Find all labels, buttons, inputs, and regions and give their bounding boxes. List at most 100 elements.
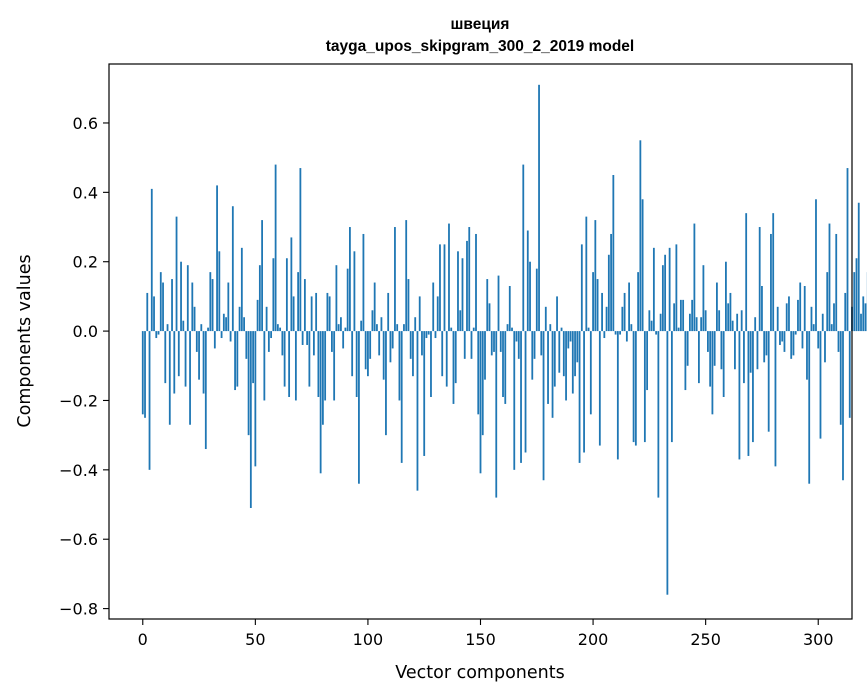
bar-97	[360, 320, 363, 332]
bar-28	[204, 331, 207, 450]
bar-268	[745, 213, 748, 332]
bar-72	[303, 279, 306, 332]
bar-286	[785, 303, 788, 332]
bar-207	[607, 254, 610, 332]
bar-139	[454, 331, 457, 384]
bar-0	[141, 331, 144, 415]
bar-23	[193, 306, 196, 332]
bar-146	[470, 331, 473, 359]
bar-17	[180, 261, 182, 332]
bar-61	[279, 327, 282, 332]
bar-258	[722, 331, 725, 397]
bar-46	[245, 331, 248, 359]
bar-193	[576, 331, 579, 363]
bar-91	[346, 268, 349, 332]
bar-195	[580, 244, 583, 332]
bar-36	[222, 313, 225, 332]
bar-300	[817, 331, 820, 349]
bar-131	[436, 296, 439, 332]
bar-189	[567, 331, 570, 349]
bar-43	[238, 306, 241, 332]
bar-184	[556, 296, 558, 332]
bar-307	[833, 303, 835, 332]
bar-294	[803, 286, 806, 332]
bar-8	[159, 272, 162, 332]
bar-29	[207, 327, 209, 332]
y-tick-label: −0.6	[59, 530, 98, 549]
y-tick-label: −0.2	[59, 391, 98, 410]
bar-285	[783, 331, 786, 352]
bar-252	[709, 331, 712, 387]
bar-48	[249, 331, 252, 508]
bar-25	[198, 331, 200, 380]
bar-311	[842, 331, 844, 481]
bar-77	[315, 292, 318, 332]
bar-4	[150, 188, 153, 332]
bar-40	[231, 206, 234, 332]
x-tick-label: 250	[690, 630, 721, 649]
bar-234	[668, 247, 671, 332]
bar-179	[544, 306, 547, 332]
bar-205	[603, 331, 606, 339]
bar-164	[511, 327, 513, 332]
bar-222	[641, 199, 644, 332]
bar-132	[439, 244, 441, 332]
bar-209	[612, 175, 615, 332]
bar-34	[218, 251, 221, 332]
bar-125	[423, 331, 426, 456]
bar-170	[524, 331, 527, 453]
bar-290	[794, 331, 797, 335]
bar-204	[601, 292, 603, 332]
bar-308	[835, 233, 838, 332]
bar-188	[565, 331, 567, 401]
bar-136	[448, 223, 450, 332]
bar-313	[846, 168, 849, 332]
bar-127	[427, 331, 430, 335]
bar-107	[382, 331, 385, 380]
bar-104	[376, 324, 378, 332]
bar-117	[405, 220, 408, 332]
bar-121	[414, 317, 417, 332]
bar-82	[326, 292, 329, 332]
bar-38	[227, 282, 230, 332]
bar-262	[731, 320, 734, 332]
bar-153	[486, 279, 489, 332]
x-tick-label: 300	[803, 630, 834, 649]
bar-114	[398, 331, 401, 401]
x-tick-label: 200	[578, 630, 609, 649]
y-tick-label: 0.2	[73, 253, 98, 272]
bar-301	[819, 331, 822, 439]
bar-144	[466, 240, 468, 332]
bar-124	[421, 331, 423, 356]
bar-249	[702, 265, 705, 332]
y-tick-label: −0.4	[59, 461, 98, 480]
bar-158	[497, 275, 500, 332]
bar-182	[551, 331, 554, 418]
bar-37	[225, 317, 227, 332]
bar-53	[261, 220, 263, 332]
bar-265	[738, 331, 741, 460]
bar-109	[387, 292, 390, 332]
bar-267	[743, 331, 745, 384]
bar-248	[700, 317, 703, 332]
bar-201	[594, 220, 597, 332]
bar-177	[540, 331, 543, 356]
bar-35	[220, 331, 223, 339]
bar-213	[621, 306, 624, 332]
bar-314	[848, 331, 851, 418]
bar-78	[317, 331, 320, 397]
bar-95	[355, 331, 358, 397]
x-tick-label: 50	[245, 630, 265, 649]
bar-42	[236, 331, 239, 387]
bar-186	[560, 327, 563, 332]
bar-133	[441, 331, 444, 377]
bar-200	[592, 272, 594, 332]
bar-108	[385, 331, 387, 436]
bar-183	[553, 331, 556, 387]
bar-196	[583, 331, 585, 453]
bar-18	[182, 320, 185, 332]
bar-151	[481, 331, 484, 436]
bar-261	[729, 292, 732, 332]
bar-240	[682, 299, 685, 332]
bar-32	[213, 331, 216, 349]
